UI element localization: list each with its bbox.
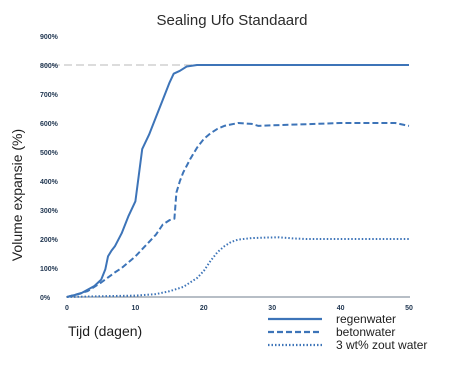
legend-label: regenwater xyxy=(336,312,396,326)
y-tick-label: 600% xyxy=(40,121,59,128)
series-line-2 xyxy=(66,122,410,298)
series-line-1 xyxy=(66,64,409,298)
y-tick-label: 900% xyxy=(40,34,59,41)
x-tick-label: 30 xyxy=(268,305,276,312)
x-axis-label: Tijd (dagen) xyxy=(68,323,142,339)
x-tick-label: 50 xyxy=(405,305,413,312)
legend-label: betonwater xyxy=(336,325,395,339)
x-tick-label: 40 xyxy=(337,305,345,312)
y-tick-label: 0% xyxy=(40,295,51,302)
x-tick-label: 10 xyxy=(132,305,140,312)
y-tick-label: 500% xyxy=(40,150,59,157)
x-tick-label: 0 xyxy=(65,305,69,312)
chart-title: Sealing Ufo Standaard xyxy=(157,12,308,29)
y-tick-labels: 0% 100% 200% 300% 400% 500% 600% 700% 900% xyxy=(40,34,59,302)
reference-line-label: 800% xyxy=(40,63,59,70)
y-tick-label: 400% xyxy=(40,179,59,186)
x-tick-labels: 0 10 20 30 40 50 xyxy=(65,305,413,312)
series-line-3 xyxy=(66,236,409,298)
y-axis-label: Volume expansie (%) xyxy=(9,129,25,261)
legend-label: 3 wt% zout water xyxy=(336,338,427,352)
x-tick-label: 20 xyxy=(200,305,208,312)
y-tick-label: 700% xyxy=(40,92,59,99)
series-lines xyxy=(66,64,410,298)
y-tick-label: 300% xyxy=(40,208,59,215)
y-tick-label: 100% xyxy=(40,266,59,273)
y-tick-label: 200% xyxy=(40,237,59,244)
